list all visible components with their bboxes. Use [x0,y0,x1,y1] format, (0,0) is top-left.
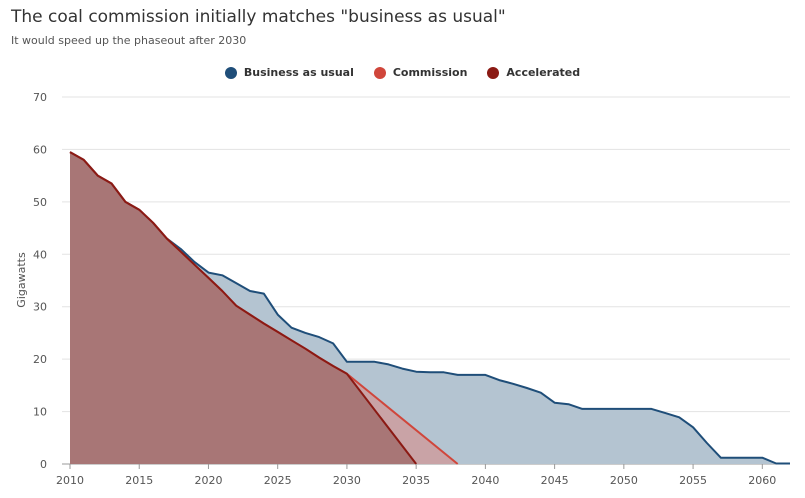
legend-label-commission: Commission [392,66,468,79]
legend-item-business-as-usual[interactable]: Business as usual [224,66,354,79]
x-tick-label-2040: 2040 [471,474,499,487]
x-axis: 2010 2015 2020 2025 2030 2035 2040 2045 2050 2055… [56,464,776,487]
legend-marker-accelerated [487,66,500,79]
legend-item-accelerated[interactable]: Accelerated [487,66,580,79]
series-areas [70,152,790,464]
area-accelerated [70,152,417,464]
x-tick-label-2010: 2010 [56,474,84,487]
y-tick-label-40: 40 [33,248,47,261]
x-tick-label-2025: 2025 [264,474,292,487]
y-tick-label-70: 70 [33,91,47,104]
line-business-as-usual[interactable] [69,151,790,465]
y-tick-label-60: 60 [33,143,47,156]
legend-item-commission[interactable]: Commission [373,66,468,79]
chart-subtitle: It would speed up the phaseout after 203… [11,34,247,47]
chart-legend: Business as usual Commission Accelerated [0,66,805,79]
x-tick-label-2060: 2060 [748,474,776,487]
y-tick-label-30: 30 [33,301,47,314]
y-tick-label-10: 10 [33,406,47,419]
legend-marker-commission [373,66,386,79]
x-tick-label-2020: 2020 [194,474,222,487]
y-tick-label-20: 20 [33,353,47,366]
x-tick-label-2045: 2045 [541,474,569,487]
chart-title: The coal commission initially matches "b… [11,7,506,27]
legend-label-business-as-usual: Business as usual [243,66,354,79]
legend-marker-business-as-usual [224,66,237,79]
y-tick-label-0: 0 [40,458,47,471]
line-accelerated[interactable] [69,151,417,465]
x-tick-label-2015: 2015 [125,474,153,487]
legend-label-accelerated: Accelerated [506,66,581,79]
y-axis: 0 10 20 30 40 50 60 70 [33,91,47,471]
y-tick-label-50: 50 [33,196,47,209]
series-lines [69,151,790,465]
x-tick-label-2035: 2035 [402,474,430,487]
y-axis-label: Gigawatts [15,252,28,308]
x-tick-label-2030: 2030 [333,474,361,487]
x-tick-label-2055: 2055 [679,474,707,487]
x-tick-label-2050: 2050 [610,474,638,487]
